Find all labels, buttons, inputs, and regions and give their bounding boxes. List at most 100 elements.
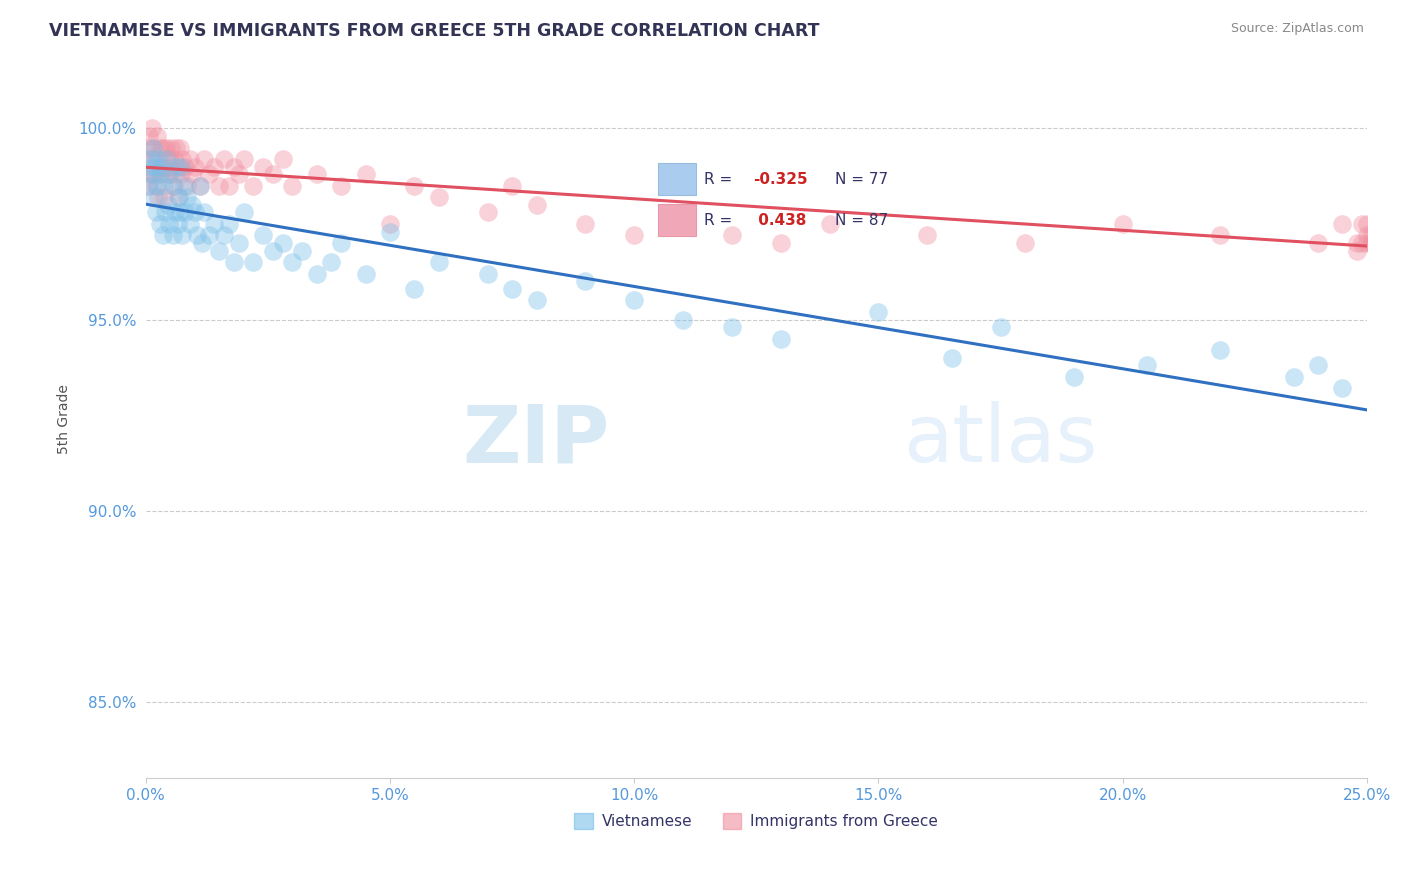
Point xyxy=(159,167,181,181)
Point xyxy=(242,255,264,269)
Point xyxy=(146,190,169,204)
Text: N = 77: N = 77 xyxy=(835,172,889,186)
Point xyxy=(188,178,211,193)
Point xyxy=(1346,244,1368,258)
Point xyxy=(228,236,250,251)
Point xyxy=(143,152,166,166)
Point xyxy=(427,255,450,269)
Point xyxy=(166,217,188,231)
Point xyxy=(354,267,377,281)
Point xyxy=(198,228,221,243)
Point xyxy=(138,129,160,144)
Point xyxy=(1346,236,1368,251)
Point xyxy=(305,167,328,181)
Point xyxy=(136,178,159,193)
Point xyxy=(165,140,187,154)
Point xyxy=(1365,228,1388,243)
Point xyxy=(183,205,205,219)
Point xyxy=(172,228,194,243)
Point xyxy=(208,178,231,193)
Point xyxy=(155,160,177,174)
Point xyxy=(170,160,193,174)
Point xyxy=(526,293,548,308)
Text: R =: R = xyxy=(704,213,737,227)
Point xyxy=(181,198,204,212)
Point xyxy=(167,160,190,174)
Point xyxy=(186,228,208,243)
Point xyxy=(173,178,195,193)
Point xyxy=(150,160,173,174)
Point xyxy=(148,217,170,231)
Text: R =: R = xyxy=(704,172,737,186)
Point xyxy=(188,178,211,193)
Point xyxy=(218,217,240,231)
Point xyxy=(769,332,792,346)
Point xyxy=(623,228,645,243)
Point xyxy=(222,160,245,174)
Point xyxy=(252,160,274,174)
Point xyxy=(159,160,181,174)
Point xyxy=(271,152,294,166)
Point xyxy=(1282,369,1305,384)
Point xyxy=(165,167,187,181)
Point xyxy=(179,152,201,166)
Point xyxy=(155,152,177,166)
Point xyxy=(218,178,240,193)
Point xyxy=(330,236,353,251)
Point xyxy=(262,167,284,181)
Point xyxy=(156,167,179,181)
Bar xyxy=(658,163,696,195)
Point xyxy=(145,129,167,144)
Point xyxy=(155,140,177,154)
Point xyxy=(574,217,596,231)
Text: N = 87: N = 87 xyxy=(835,213,889,227)
Point xyxy=(183,160,205,174)
Point xyxy=(477,267,499,281)
Point xyxy=(155,205,177,219)
Point xyxy=(321,255,343,269)
Point xyxy=(305,267,328,281)
Point xyxy=(212,228,235,243)
Point xyxy=(1209,343,1232,357)
Point xyxy=(526,198,548,212)
Point xyxy=(232,205,254,219)
Point xyxy=(378,225,401,239)
Point xyxy=(143,160,166,174)
Point xyxy=(162,178,184,193)
Point xyxy=(163,178,186,193)
Point xyxy=(146,152,169,166)
Point xyxy=(142,190,165,204)
Point xyxy=(152,228,174,243)
Point xyxy=(162,228,184,243)
Point xyxy=(271,236,294,251)
Legend: Vietnamese, Immigrants from Greece: Vietnamese, Immigrants from Greece xyxy=(568,807,945,835)
Point xyxy=(179,217,201,231)
Point xyxy=(501,178,523,193)
Point xyxy=(1136,359,1159,373)
Point xyxy=(145,178,167,193)
Point xyxy=(212,152,235,166)
Point xyxy=(136,140,159,154)
Text: Source: ZipAtlas.com: Source: ZipAtlas.com xyxy=(1230,22,1364,36)
Point xyxy=(153,190,176,204)
Point xyxy=(141,167,163,181)
Point xyxy=(1361,228,1384,243)
Point xyxy=(404,178,426,193)
Point xyxy=(868,305,890,319)
Point xyxy=(152,140,174,154)
Text: VIETNAMESE VS IMMIGRANTS FROM GREECE 5TH GRADE CORRELATION CHART: VIETNAMESE VS IMMIGRANTS FROM GREECE 5TH… xyxy=(49,22,820,40)
Point xyxy=(252,228,274,243)
Point xyxy=(1351,217,1374,231)
Point xyxy=(262,244,284,258)
Point xyxy=(721,228,744,243)
Point xyxy=(157,152,180,166)
Point xyxy=(156,198,179,212)
Point xyxy=(1351,236,1374,251)
Point xyxy=(721,320,744,334)
Point xyxy=(574,274,596,288)
Point xyxy=(769,236,792,251)
Point xyxy=(145,178,167,193)
Point xyxy=(165,160,187,174)
Point xyxy=(623,293,645,308)
Point xyxy=(1209,228,1232,243)
